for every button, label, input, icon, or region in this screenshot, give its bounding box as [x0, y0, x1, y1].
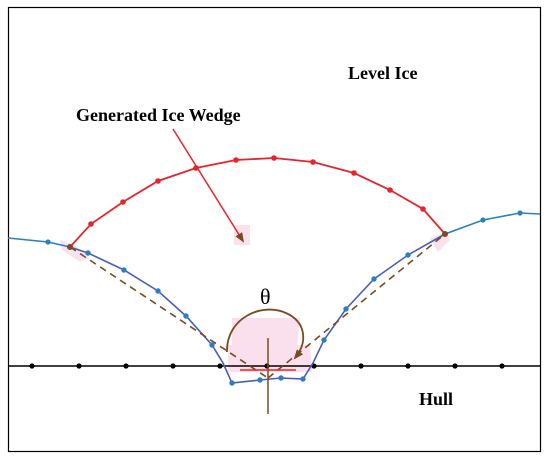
- shadow-highlight: [60, 225, 450, 372]
- label-generated-wedge: Generated Ice Wedge: [76, 105, 241, 125]
- label-hull: Hull: [419, 389, 453, 409]
- ice-edge-nodes: [45, 210, 523, 245]
- broken-ice-nodes: [85, 250, 411, 386]
- wedge-joint-nodes: [67, 231, 448, 250]
- label-theta: θ: [260, 284, 271, 309]
- generated-wedge-nodes: [88, 155, 426, 227]
- figure-frame: [7, 6, 542, 453]
- dashed-wedge-left: [69, 246, 269, 379]
- pointer-arrow: [172, 128, 245, 243]
- ice-edge-right: [444, 212, 541, 235]
- angle-arc: [226, 308, 305, 360]
- label-level-ice: Level Ice: [348, 63, 417, 83]
- generated-wedge-arc: [69, 157, 446, 248]
